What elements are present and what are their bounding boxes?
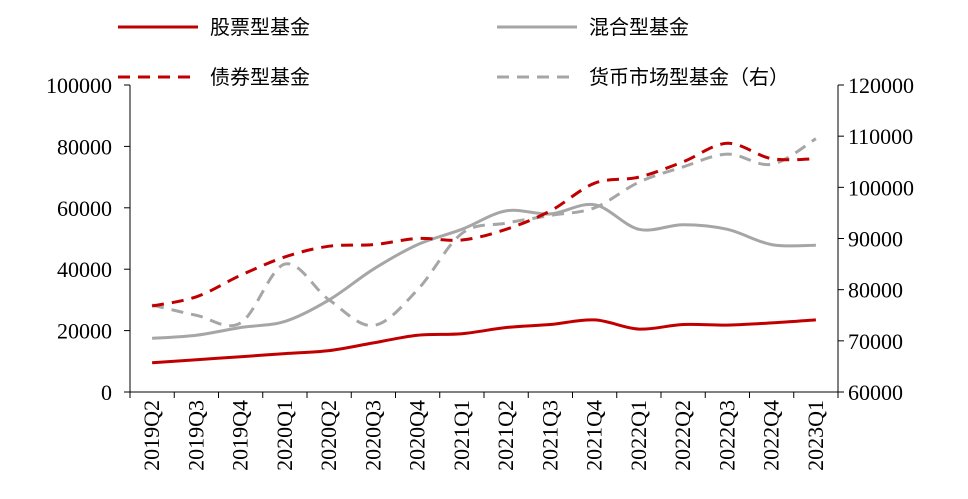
hybrid-fund-line	[151, 202, 816, 340]
right-tick-label: 120000	[848, 73, 914, 98]
x-tick-label: 2022Q3	[714, 400, 739, 471]
left-tick-label: 20000	[57, 319, 112, 344]
left-tick-label: 80000	[57, 134, 112, 159]
x-tick-label: 2022Q4	[759, 400, 784, 471]
left-tick-label: 60000	[57, 196, 112, 221]
x-tick-label: 2022Q2	[670, 400, 695, 471]
money-market-fund-line	[151, 137, 817, 328]
x-tick-label: 2020Q3	[360, 400, 385, 471]
x-tick-label: 2021Q2	[493, 400, 518, 471]
legend-hybrid-fund-label: 混合型基金	[589, 15, 689, 39]
x-tick-label: 2020Q1	[272, 400, 297, 471]
bond-fund-line	[151, 141, 816, 308]
x-tick-label: 2021Q1	[449, 400, 474, 471]
x-tick-label: 2021Q3	[537, 400, 562, 471]
legend-stock-fund-label: 股票型基金	[210, 15, 310, 39]
x-tick-label: 2019Q3	[183, 400, 208, 471]
x-tick-label: 2020Q4	[405, 400, 430, 471]
x-tick-label: 2020Q2	[316, 400, 341, 471]
right-tick-label: 100000	[848, 175, 914, 200]
legend-money-market-fund-label: 货币市场型基金（右）	[589, 65, 789, 89]
right-tick-label: 90000	[848, 227, 903, 252]
legend-bond-fund-label: 债券型基金	[210, 65, 310, 89]
series-lines	[151, 137, 817, 365]
axes: 0 20000 40000 60000 80000 100000 60000 70000 800…	[46, 73, 914, 471]
left-tick-label: 100000	[46, 73, 112, 98]
right-tick-label: 80000	[848, 278, 903, 303]
right-tick-label: 70000	[848, 329, 903, 354]
right-tick-label: 60000	[848, 380, 903, 405]
left-tick-label: 0	[101, 380, 112, 405]
x-tick-label: 2022Q1	[626, 400, 651, 471]
x-tick-label: 2019Q2	[139, 400, 164, 471]
x-tick-label: 2019Q4	[228, 400, 253, 471]
right-tick-label: 110000	[848, 124, 913, 149]
stock-fund-line	[151, 318, 817, 365]
x-tick-label: 2021Q4	[582, 400, 607, 471]
left-tick-label: 40000	[57, 257, 112, 282]
x-tick-label: 2023Q1	[803, 400, 828, 471]
